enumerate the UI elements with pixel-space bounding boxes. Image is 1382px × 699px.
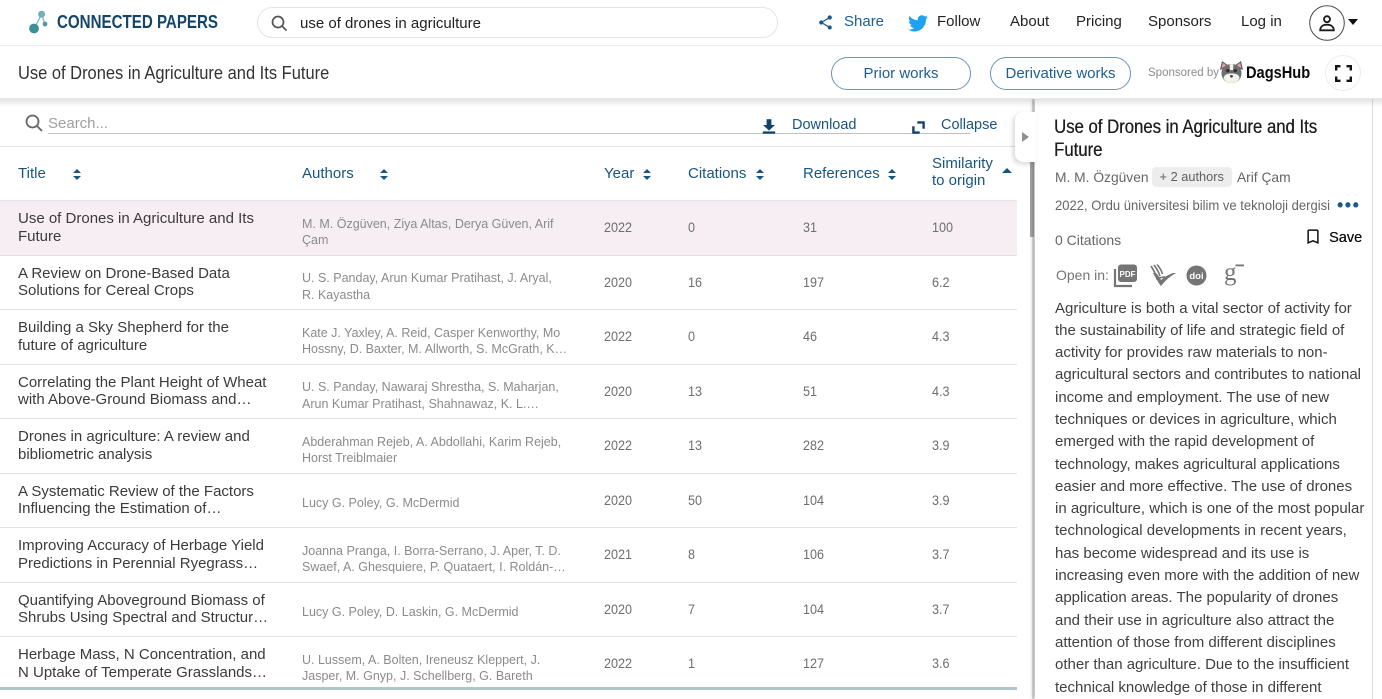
svg-text:PDF: PDF — [1120, 270, 1136, 279]
svg-text:g: g — [1224, 259, 1237, 286]
svg-text:doi: doi — [1189, 271, 1203, 282]
